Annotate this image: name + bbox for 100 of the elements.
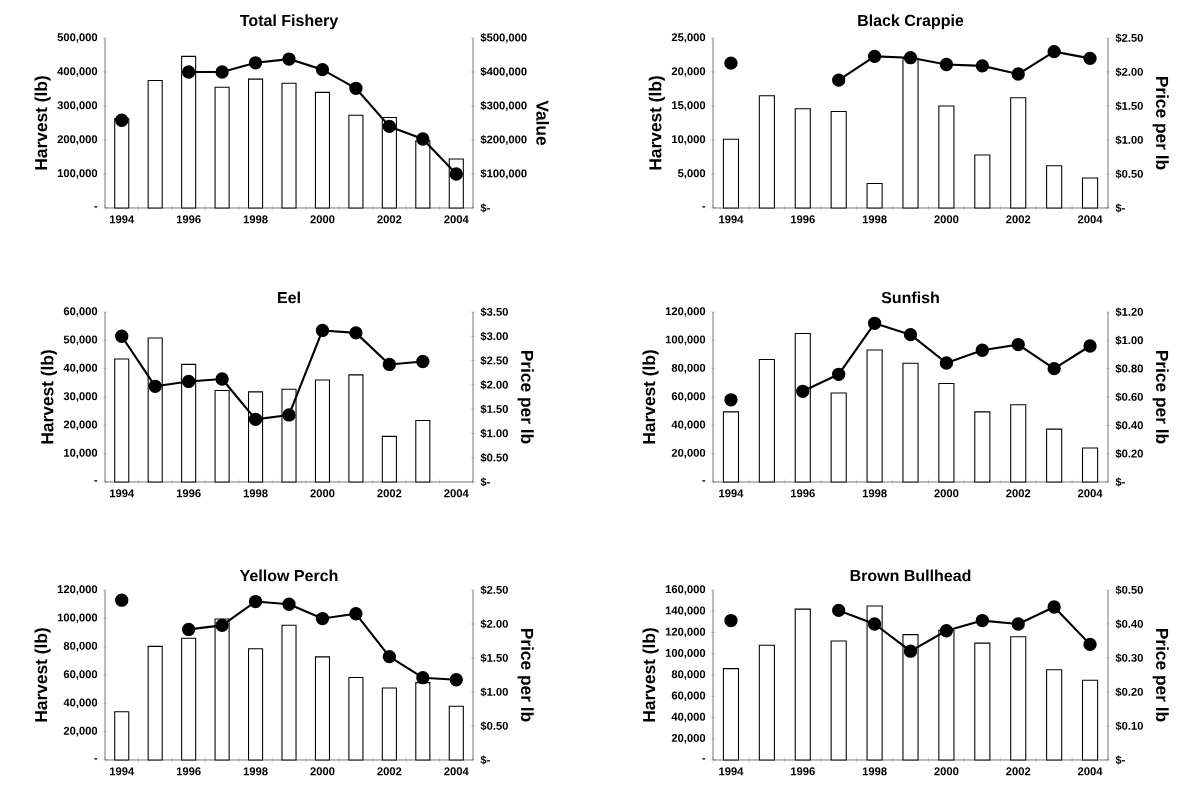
y2-tick-label: $0.40 xyxy=(1115,420,1143,430)
point xyxy=(1047,361,1061,376)
y2-tick-label: $400,000 xyxy=(480,66,527,78)
x-tick-label: 2004 xyxy=(444,767,469,776)
x-tick-label: 2002 xyxy=(1006,215,1031,224)
x-tick-label: 1996 xyxy=(791,215,815,224)
y2-tick-label: $2.00 xyxy=(480,380,508,390)
point xyxy=(416,671,430,685)
y2-tick-label: $0.50 xyxy=(480,453,508,463)
y-tick-label: 80,000 xyxy=(63,641,98,652)
y2-axis-title: Price per lb xyxy=(517,350,534,444)
x-tick-label: 2000 xyxy=(310,489,335,498)
y-axis-title: Harvest (lb) xyxy=(40,350,57,444)
y-tick-label: 20,000 xyxy=(63,420,98,431)
y2-tick-label: $2.00 xyxy=(480,619,508,629)
point xyxy=(832,603,846,618)
y2-tick-label: $100,000 xyxy=(480,168,527,180)
x-tick-label: 2000 xyxy=(934,767,959,776)
y2-tick-label: $2.50 xyxy=(1115,33,1143,43)
x-tick-label: 2004 xyxy=(1077,767,1103,776)
point xyxy=(315,611,330,626)
y-tick-label: 30,000 xyxy=(63,392,98,402)
point xyxy=(939,624,954,638)
y2-tick-label: $1.50 xyxy=(1115,101,1143,111)
y2-tick-label: $- xyxy=(1115,477,1125,487)
y2-tick-label: $1.20 xyxy=(1115,307,1143,317)
y-tick-label: - xyxy=(94,480,98,482)
x-tick-label: 2000 xyxy=(310,767,335,776)
y-tick-label: 300,000 xyxy=(57,101,98,111)
x-tick-label: 1994 xyxy=(719,767,744,776)
y-tick-label: 100,000 xyxy=(665,648,706,659)
y-tick-label: 60,000 xyxy=(63,307,98,317)
point xyxy=(315,62,330,77)
x-tick-label: 2002 xyxy=(377,489,402,498)
x-tick-label: 2004 xyxy=(1077,489,1103,498)
point xyxy=(115,329,129,343)
x-tick-label: 1996 xyxy=(791,489,815,498)
x-tick-label: 2002 xyxy=(1006,489,1031,498)
y-tick-label: 60,000 xyxy=(63,670,98,680)
y2-tick-label: $1.00 xyxy=(480,428,508,438)
y-tick-label: 40,000 xyxy=(63,698,98,709)
point xyxy=(115,593,129,607)
x-tick-label: 1994 xyxy=(719,489,744,498)
x-tick-label: 2000 xyxy=(934,489,959,498)
x-tick-label: 2004 xyxy=(1077,215,1103,224)
y-tick-label: - xyxy=(702,206,706,208)
x-tick-label: 2000 xyxy=(310,215,335,224)
point xyxy=(1083,637,1097,652)
x-tick-label: 1998 xyxy=(862,767,887,776)
y2-tick-label: $3.50 xyxy=(480,307,508,317)
x-tick-label: 1996 xyxy=(791,767,815,776)
point xyxy=(148,379,162,393)
y2-tick-label: $- xyxy=(480,477,490,487)
y2-tick-label: $0.30 xyxy=(1115,653,1143,663)
y-tick-label: 120,000 xyxy=(665,627,706,638)
point xyxy=(382,119,397,134)
y-tick-label: 40,000 xyxy=(671,712,706,723)
y-tick-label: 20,000 xyxy=(671,448,706,459)
y-tick-label: 500,000 xyxy=(57,33,98,43)
y-tick-label: 25,000 xyxy=(671,33,706,43)
y-tick-label: 40,000 xyxy=(671,420,706,431)
y2-tick-label: $0.20 xyxy=(1115,449,1143,459)
x-tick-label: 1994 xyxy=(719,215,744,224)
y-tick-label: 60,000 xyxy=(671,691,706,702)
y-tick-label: 20,000 xyxy=(63,726,98,737)
y2-tick-label: $- xyxy=(1115,203,1125,213)
point xyxy=(115,113,129,127)
y-tick-label: 80,000 xyxy=(671,363,706,374)
y2-tick-label: $1.50 xyxy=(480,653,508,663)
y2-tick-label: $0.20 xyxy=(1115,687,1143,697)
point xyxy=(867,617,882,631)
point xyxy=(939,57,954,72)
y2-axis-title: Price per lb xyxy=(1152,76,1169,170)
y2-tick-label: $0.80 xyxy=(1115,364,1143,374)
y2-tick-label: $1.00 xyxy=(1115,335,1143,345)
point xyxy=(315,323,330,338)
y-tick-label: 120,000 xyxy=(665,307,706,317)
x-tick-label: 2000 xyxy=(934,215,959,224)
y2-tick-label: $200,000 xyxy=(480,134,527,146)
y-tick-label: 60,000 xyxy=(671,392,706,402)
y2-axis-title: Price per lb xyxy=(1152,628,1169,722)
x-tick-label: 1998 xyxy=(862,215,887,224)
y-axis-title: Harvest (lb) xyxy=(648,76,665,170)
chart-title: Eel xyxy=(278,291,300,304)
y2-tick-label: $300,000 xyxy=(480,100,527,112)
point xyxy=(867,316,882,330)
chart-title: Black Crappie xyxy=(858,14,964,30)
point xyxy=(248,412,263,426)
point xyxy=(903,644,918,658)
y-tick-label: - xyxy=(702,758,706,760)
y-tick-label: 120,000 xyxy=(57,585,98,595)
y-tick-label: 40,000 xyxy=(63,363,98,374)
point xyxy=(1083,339,1097,353)
point xyxy=(1047,600,1061,614)
point xyxy=(903,51,918,65)
y2-axis-title: Value xyxy=(536,100,549,146)
chart-title: Total Fishery xyxy=(240,14,339,30)
point xyxy=(416,354,430,369)
point xyxy=(215,65,229,79)
x-tick-label: 1994 xyxy=(109,489,135,498)
